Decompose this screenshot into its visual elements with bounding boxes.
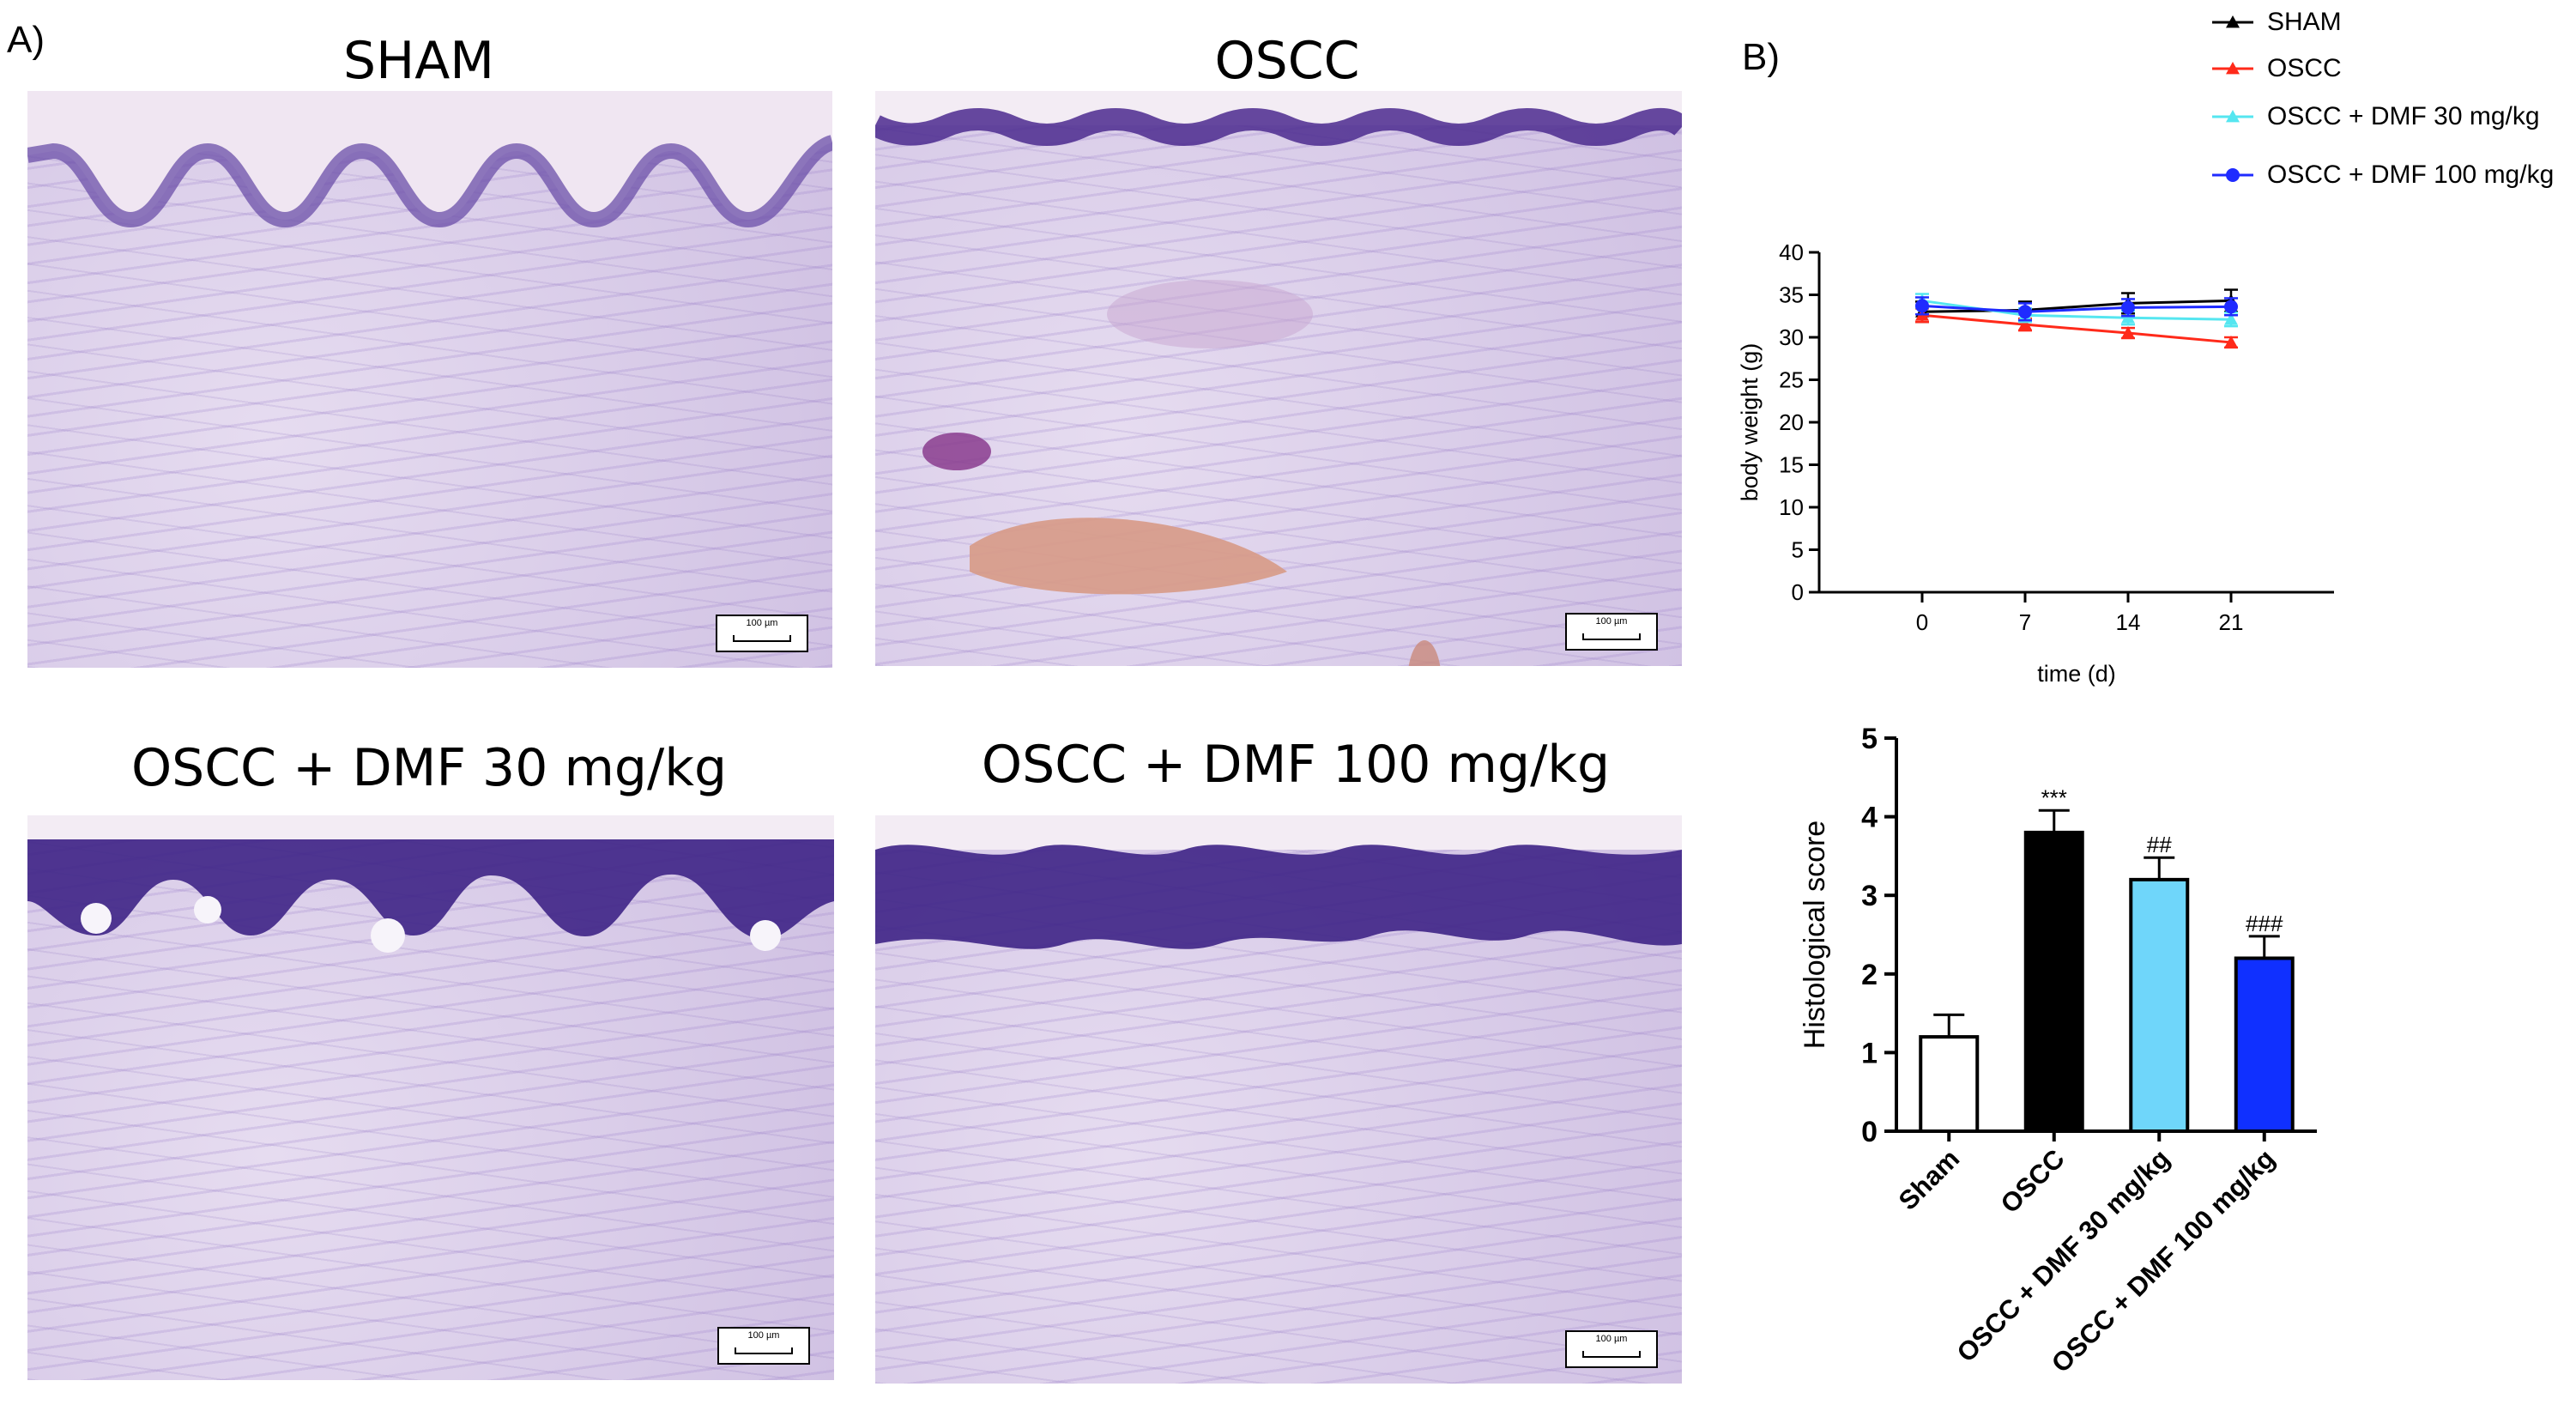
y-tick-label: 0 xyxy=(1861,1116,1878,1148)
series-line xyxy=(1921,304,2232,313)
legend-marker xyxy=(2226,110,2240,123)
y-tick-label: 25 xyxy=(1779,367,1804,393)
legend-marker xyxy=(2226,168,2240,182)
data-point xyxy=(2224,335,2238,348)
data-point xyxy=(2224,300,2238,314)
data-point xyxy=(2121,300,2135,315)
y-tick-label: 40 xyxy=(1779,239,1804,265)
y-tick-label: 5 xyxy=(1861,723,1878,755)
legend-label: SHAM xyxy=(2267,8,2342,36)
legend-swatch xyxy=(2212,15,2253,28)
bar xyxy=(2234,956,2295,1134)
significance-label: ## xyxy=(2147,832,2172,857)
y-tick-label: 1 xyxy=(1861,1037,1878,1069)
y-tick-label: 3 xyxy=(1861,880,1878,912)
epithelium-layer xyxy=(875,815,1682,949)
x-tick-label: 14 xyxy=(2116,609,2141,635)
micrograph-dmf30: 100 µm xyxy=(27,815,834,1380)
legend-marker xyxy=(2226,62,2240,75)
y-axis-label: Histological score xyxy=(1799,821,1831,1049)
legend-item: OSCC xyxy=(2210,51,2342,86)
y-tick-label: 4 xyxy=(1861,802,1878,834)
legend-item: OSCC + DMF 100 mg/kg xyxy=(2210,158,2554,192)
micrograph-oscc: 100 µm xyxy=(875,91,1682,666)
scale-bar-oscc: 100 µm xyxy=(1565,613,1658,651)
legend-marker xyxy=(2226,15,2240,28)
y-tick-label: 30 xyxy=(1779,324,1804,350)
y-tick-label: 2 xyxy=(1861,959,1878,991)
series-line xyxy=(1921,299,2232,313)
legend-label: OSCC + DMF 30 mg/kg xyxy=(2267,102,2540,130)
y-tick-label: 15 xyxy=(1779,452,1804,478)
panel-a-label: A) xyxy=(7,19,45,61)
legend-label: OSCC xyxy=(2267,54,2342,82)
x-tick-label: 0 xyxy=(1916,609,1928,635)
series xyxy=(1915,296,2238,322)
legend-item: SHAM xyxy=(2210,5,2342,39)
y-axis-label: body weight (g) xyxy=(1737,343,1763,502)
micrograph-sham: 100 µm xyxy=(27,91,832,668)
x-tick-label: OSCC xyxy=(1995,1143,2071,1219)
micrograph-title-dmf100: OSCC + DMF 100 mg/kg xyxy=(981,735,1611,795)
significance-label: ### xyxy=(2246,911,2283,936)
x-tick-label: Sham xyxy=(1893,1143,1965,1215)
y-tick-label: 10 xyxy=(1779,494,1804,520)
panel-b-label: B) xyxy=(1742,36,1780,78)
bar-group: ### xyxy=(2234,911,2295,1141)
epithelium-layer xyxy=(875,91,1682,666)
legend-swatch xyxy=(2212,110,2253,123)
legend-item: OSCC + DMF 30 mg/kg xyxy=(2210,100,2540,134)
bar xyxy=(2129,877,2190,1133)
data-point xyxy=(2018,305,2032,319)
data-point xyxy=(2224,312,2238,325)
scale-bar-dmf30: 100 µm xyxy=(717,1327,810,1365)
bar xyxy=(1919,1035,1980,1133)
x-tick-label: 7 xyxy=(2019,609,2031,635)
micrograph-title-oscc: OSCC xyxy=(1214,31,1360,91)
series xyxy=(1915,307,2238,349)
data-point xyxy=(2018,318,2032,330)
epithelium-layer xyxy=(27,815,834,953)
histological-score-chart: 0 1 2 3 4 5 Histological score Sham *** OSCC ## OSC… xyxy=(1799,723,2317,1378)
body-weight-chart: 0 5 10 15 20 25 30 35 40 0 7 14 21 time (d) body weigh… xyxy=(1737,239,2334,687)
significance-label: *** xyxy=(2041,784,2067,810)
micrograph-title-dmf30: OSCC + DMF 30 mg/kg xyxy=(130,738,728,798)
data-point xyxy=(1915,299,1929,313)
series-line xyxy=(1921,313,2232,344)
y-tick-label: 5 xyxy=(1792,537,1804,563)
scale-bar-dmf100: 100 µm xyxy=(1565,1330,1658,1368)
x-axis-label: time (d) xyxy=(2037,661,2116,687)
bar-group xyxy=(1919,1013,1980,1141)
y-tick-label: 20 xyxy=(1779,409,1804,435)
x-tick-label: 21 xyxy=(2219,609,2244,635)
micrograph-dmf100: 100 µm xyxy=(875,815,1682,1384)
epithelium-layer xyxy=(27,91,832,228)
y-tick-label: 0 xyxy=(1792,579,1804,605)
legend-label: OSCC + DMF 100 mg/kg xyxy=(2267,160,2555,189)
bar-group: ## xyxy=(2129,832,2190,1141)
micrograph-title-sham: SHAM xyxy=(342,31,494,91)
bar xyxy=(2023,830,2084,1133)
data-point xyxy=(2121,326,2135,339)
legend-swatch xyxy=(2212,168,2253,182)
x-tick-label: OSCC + DMF 30 mg/kg xyxy=(1951,1143,2176,1368)
scale-bar-sham: 100 µm xyxy=(716,615,808,652)
y-tick-label: 35 xyxy=(1779,282,1804,308)
bar-group: *** xyxy=(2023,784,2084,1141)
x-tick-label: OSCC + DMF 100 mg/kg xyxy=(2046,1143,2281,1378)
legend-swatch xyxy=(2212,62,2253,75)
